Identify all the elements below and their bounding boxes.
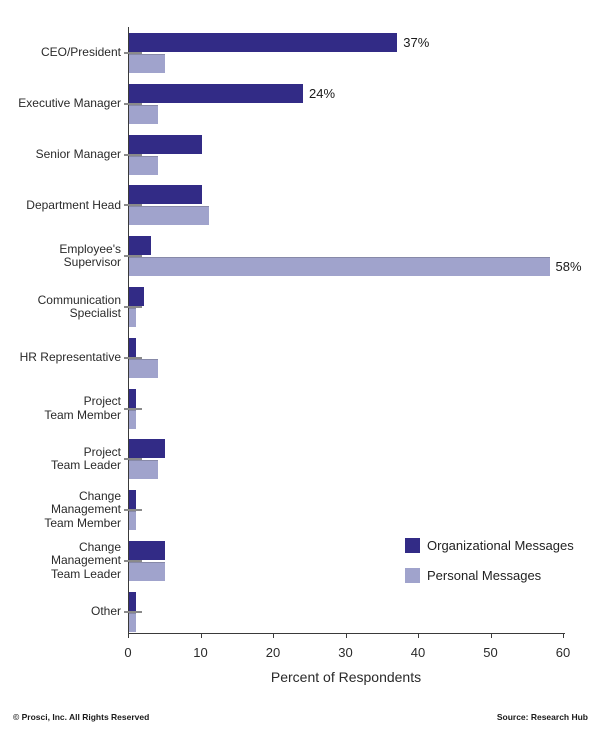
legend-label: Personal Messages [427, 568, 542, 583]
category-label: Project Team Leader [50, 444, 121, 473]
bar-organizational [129, 287, 144, 306]
category-tick [124, 458, 142, 461]
category-label: Change Management Team Leader [50, 539, 121, 581]
category-label: Senior Manager [35, 146, 121, 161]
legend-swatch-personal [405, 568, 420, 583]
bar-organizational [129, 591, 137, 611]
x-tick-label: 20 [265, 645, 281, 660]
x-axis-line [128, 633, 565, 634]
bar-personal [129, 409, 137, 429]
bar-personal [129, 460, 158, 480]
bar-organizational [129, 236, 151, 256]
category-label: Employee's Supervisor [59, 241, 121, 270]
category-label: Department Head [26, 197, 121, 212]
x-axis-title: Percent of Respondents [270, 669, 422, 685]
legend-swatch-organizational [405, 538, 420, 553]
bar-personal [129, 257, 550, 277]
bar-value-label: 58% [555, 259, 582, 275]
bar-organizational [129, 83, 303, 103]
category-tick [124, 102, 142, 105]
footer-copyright: © Prosci, Inc. All Rights Reserved [13, 712, 150, 722]
footer-source: Source: Research Hub [496, 712, 588, 722]
category-label: Executive Manager [18, 96, 121, 111]
category-tick [124, 204, 142, 207]
category-tick [124, 306, 142, 308]
category-tick [124, 255, 142, 258]
x-tick-label: 40 [410, 645, 426, 660]
y-axis-line [128, 27, 129, 634]
category-tick [124, 153, 142, 156]
bar-organizational [129, 33, 398, 52]
bar-personal [129, 562, 166, 581]
bar-organizational [129, 490, 137, 510]
category-label: CEO/President [40, 45, 121, 60]
category-tick [124, 560, 142, 562]
legend-label: Organizational Messages [427, 538, 574, 553]
x-tick [490, 633, 492, 638]
legend-item: Organizational Messages [405, 538, 574, 553]
x-tick-label: 10 [193, 645, 208, 660]
category-tick [124, 407, 142, 410]
bar-personal [129, 511, 137, 531]
category-tick [124, 610, 142, 613]
category-tick [124, 509, 142, 512]
footer: © Prosci, Inc. All Rights Reserved Sourc… [0, 709, 600, 732]
x-tick [273, 633, 274, 638]
category-label: Communication Specialist [37, 292, 121, 320]
bar-personal [129, 155, 158, 175]
bar-personal [129, 308, 137, 327]
x-tick [563, 633, 564, 638]
category-tick [124, 52, 142, 54]
bar-organizational [129, 185, 202, 205]
x-tick [345, 633, 347, 638]
x-tick-label: 0 [124, 645, 132, 660]
legend-item: Personal Messages [405, 568, 574, 583]
bar-personal [129, 206, 209, 226]
bar-organizational [129, 134, 202, 154]
legend: Organizational Messages Personal Messages [405, 538, 574, 598]
category-label: Change Management Team Member [44, 488, 121, 530]
bar-personal [129, 612, 137, 632]
bar-value-label: 24% [309, 85, 336, 101]
bar-organizational [129, 541, 166, 560]
bar-organizational [129, 388, 137, 408]
bar-personal [129, 358, 158, 378]
bar-organizational [129, 439, 166, 459]
x-tick [200, 633, 202, 638]
bar-personal [129, 104, 158, 124]
category-label: Project Team Member [44, 394, 121, 422]
x-tick [128, 633, 129, 638]
bar-value-label: 37% [403, 35, 430, 50]
x-tick-label: 30 [338, 645, 353, 660]
bar-personal [129, 54, 166, 73]
category-label: Other [90, 604, 121, 619]
bar-organizational [129, 337, 137, 357]
category-label: HR Representative [19, 350, 121, 365]
x-tick-label: 50 [483, 645, 498, 660]
category-tick [124, 356, 142, 359]
x-tick-label: 60 [555, 645, 571, 660]
x-tick [418, 633, 419, 638]
